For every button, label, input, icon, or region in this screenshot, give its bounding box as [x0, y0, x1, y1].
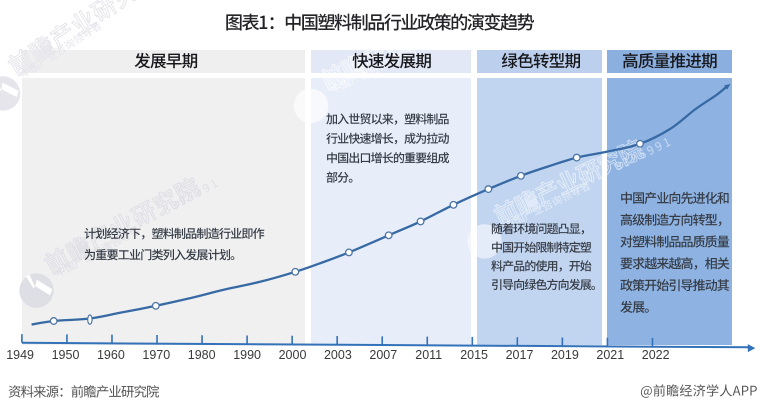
svg-text:1950: 1950 — [52, 348, 80, 362]
svg-text:1990: 1990 — [233, 348, 261, 362]
svg-text:2015: 2015 — [460, 348, 488, 362]
svg-text:1980: 1980 — [188, 348, 216, 362]
svg-text:2021: 2021 — [596, 348, 624, 362]
svg-text:1949: 1949 — [6, 348, 34, 362]
svg-text:2011: 2011 — [415, 348, 442, 362]
svg-text:2000: 2000 — [279, 348, 307, 362]
svg-text:2017: 2017 — [506, 348, 534, 362]
svg-text:2019: 2019 — [551, 348, 579, 362]
svg-text:1970: 1970 — [142, 348, 170, 362]
svg-text:2003: 2003 — [324, 348, 352, 362]
svg-text:1960: 1960 — [97, 348, 125, 362]
svg-text:2022: 2022 — [642, 348, 670, 362]
svg-text:2007: 2007 — [369, 348, 397, 362]
